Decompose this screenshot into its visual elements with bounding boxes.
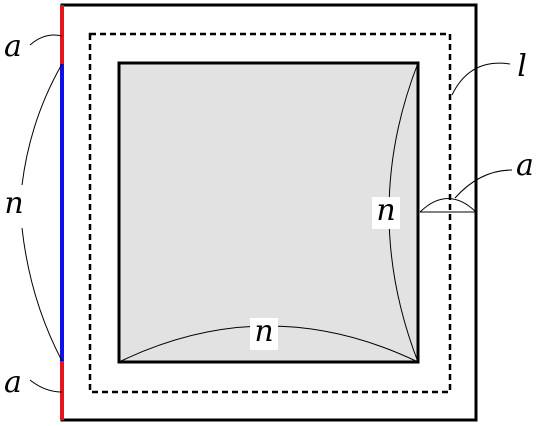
label: l [517,49,527,84]
label: n [376,193,395,228]
dimension-arc [419,198,478,213]
label-background [372,197,400,229]
label: a [516,148,534,183]
label: n [254,314,273,349]
label: n [4,186,23,221]
leader [29,379,63,393]
brace-arc [21,63,63,362]
label: a [4,365,22,400]
leader [451,62,511,96]
label: a [4,29,22,64]
dashed-square [88,32,452,394]
inner-square [117,61,420,364]
label-background [250,318,278,350]
leader [454,169,513,199]
leader [29,34,63,46]
